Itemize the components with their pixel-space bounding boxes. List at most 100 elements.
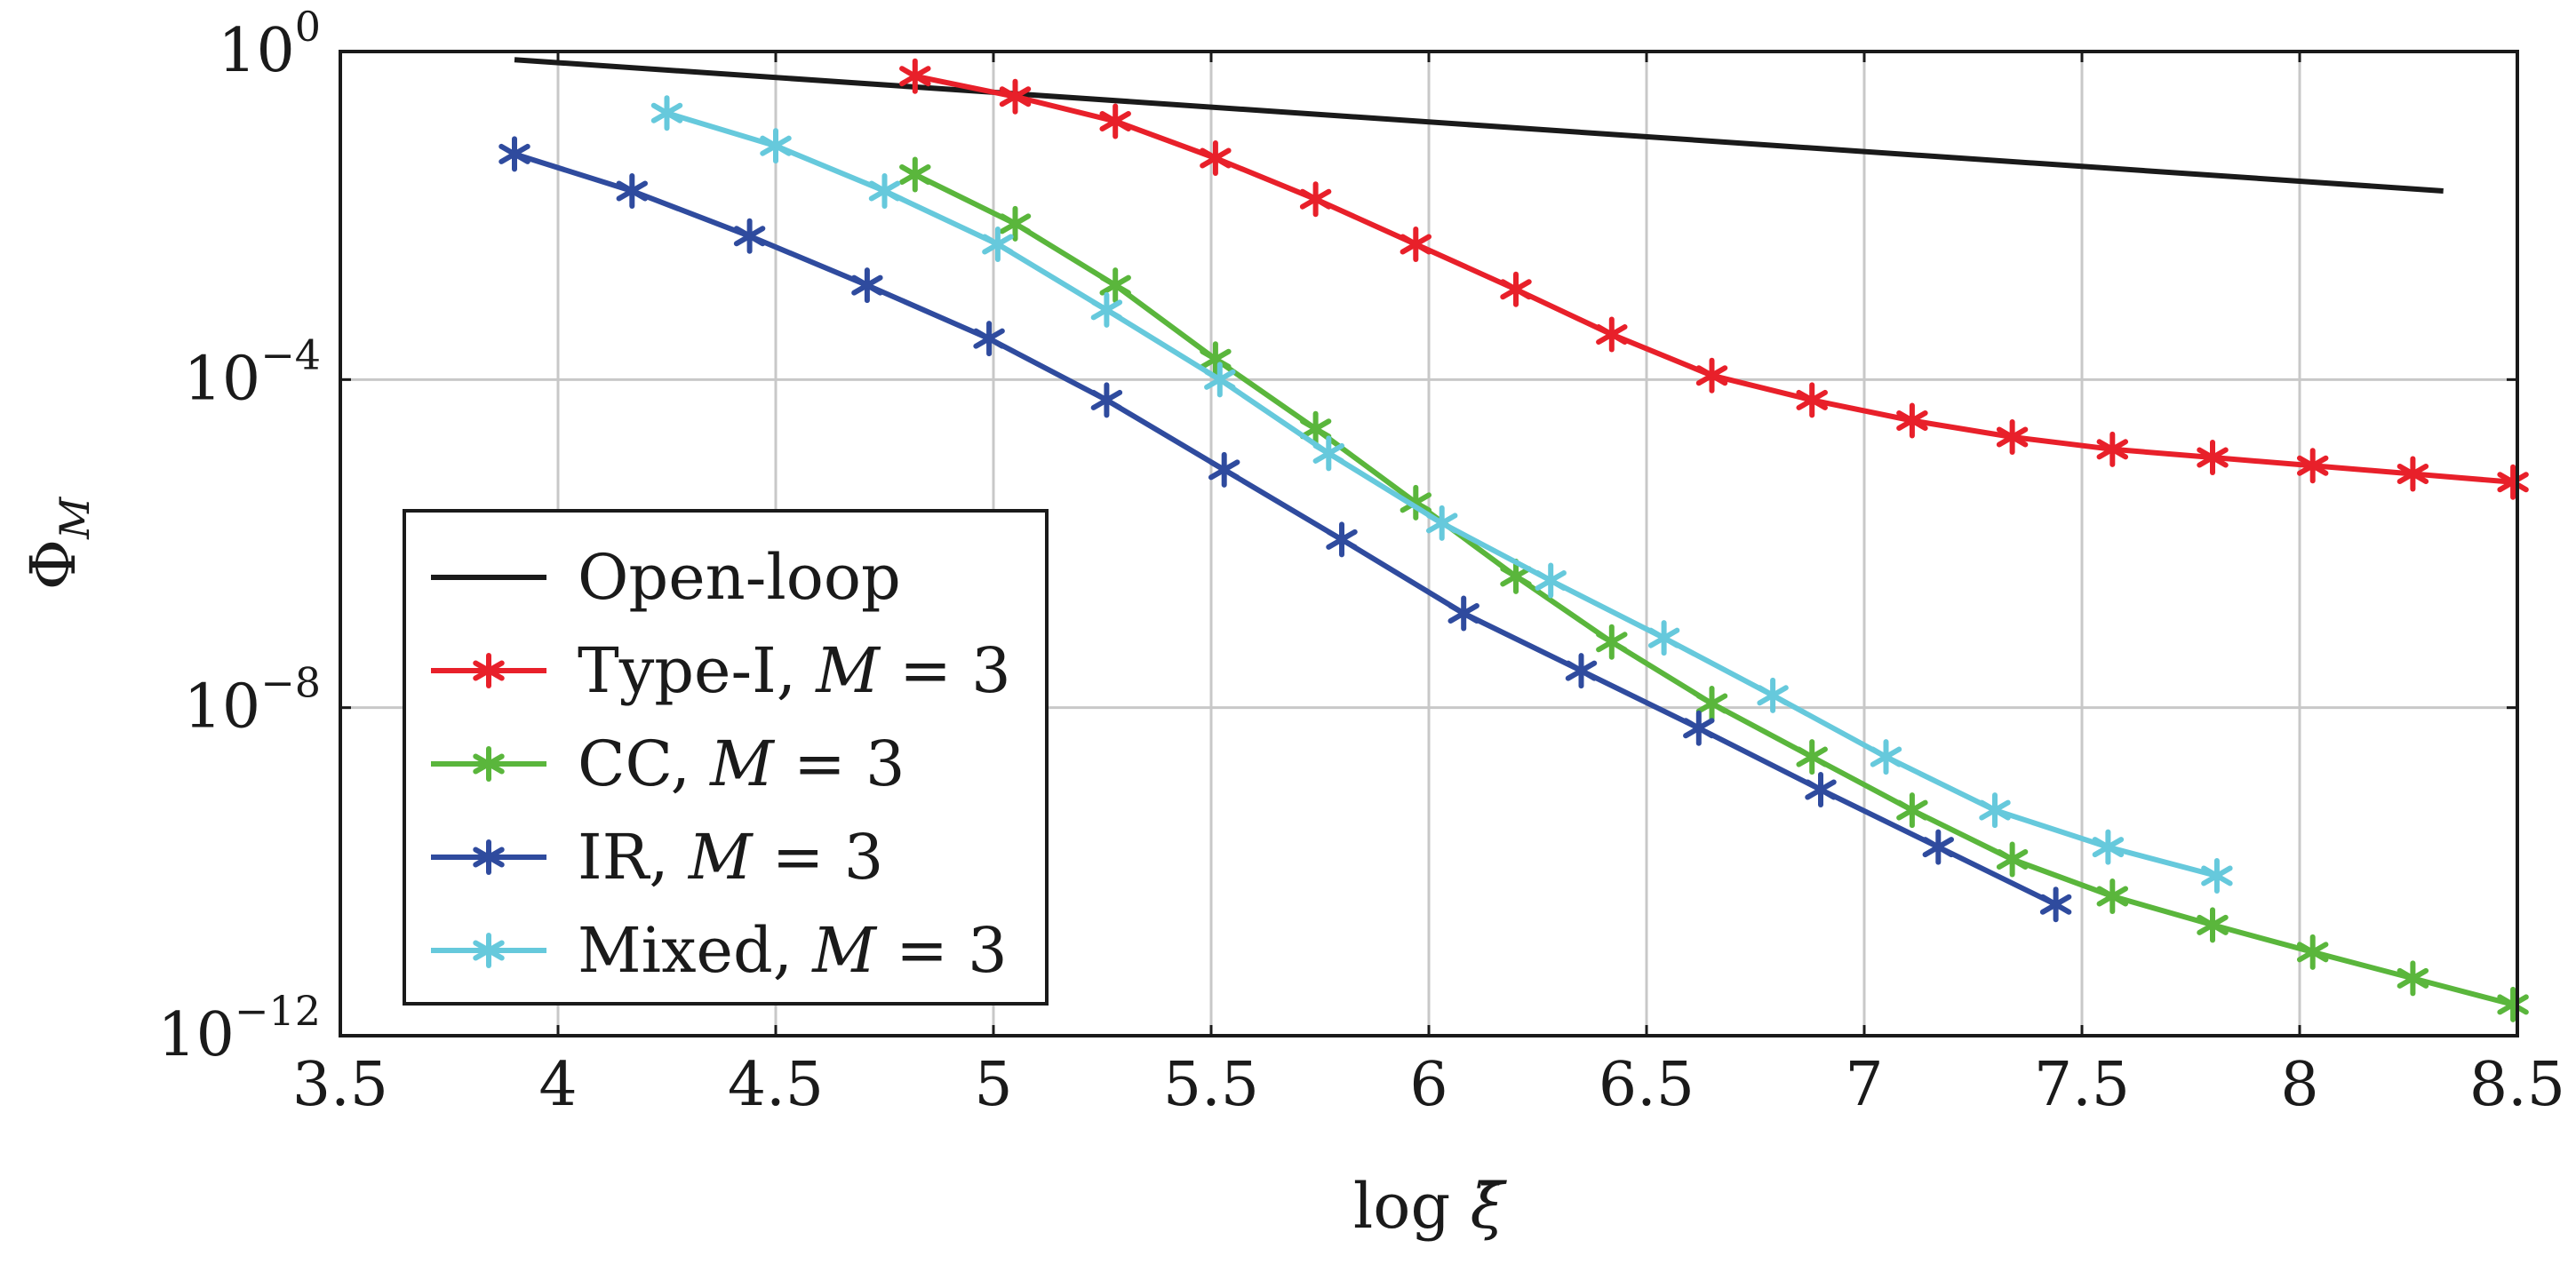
data-point-marker <box>1565 653 1598 689</box>
series-open-loop <box>514 57 2444 194</box>
y-tick-label: 10−4 <box>184 330 321 414</box>
data-point-marker <box>1090 291 1123 328</box>
y-tick-label: 10−12 <box>157 987 321 1070</box>
x-tick-label: 8.5 <box>2469 1050 2565 1120</box>
data-point-marker <box>2092 829 2125 865</box>
legend-label: IR, M = 3 <box>578 821 883 894</box>
data-point-marker <box>1647 620 1680 656</box>
data-point-marker <box>2197 440 2229 476</box>
data-point-marker <box>1695 357 1728 394</box>
data-point-marker <box>2197 907 2229 943</box>
axis-ticks: 3.5 4 4.5 5 5.5 6 6.5 7 7.5 8 8.5 100 10−4 10−8 10−12 <box>157 3 2565 1120</box>
data-point-marker <box>868 172 901 209</box>
data-point-marker <box>899 58 931 94</box>
data-point-marker <box>1099 267 1131 304</box>
x-tick-label: 6 <box>1409 1050 1448 1120</box>
data-point-marker <box>973 321 1005 357</box>
data-point-marker <box>1805 772 1837 807</box>
data-point-marker <box>1979 792 2011 829</box>
data-point-marker <box>1299 181 1332 218</box>
series-mixed <box>650 95 2233 894</box>
legend-label: Mixed, M = 3 <box>578 914 1008 987</box>
series-ir <box>498 136 2072 923</box>
data-point-marker <box>1996 841 2029 878</box>
data-point-marker <box>473 746 505 782</box>
data-point-marker <box>2397 960 2429 997</box>
legend-label: CC, M = 3 <box>578 727 905 800</box>
data-point-marker <box>899 156 931 193</box>
data-point-marker <box>1500 558 1532 594</box>
x-tick-label: 8 <box>2280 1050 2318 1120</box>
data-point-marker <box>2497 464 2529 500</box>
data-point-marker <box>650 95 683 131</box>
data-point-marker <box>1896 792 1928 829</box>
data-point-marker <box>1200 341 1232 378</box>
axis-titles: log ξ̄ ΦM <box>17 496 1508 1243</box>
data-point-marker <box>1425 505 1458 541</box>
data-point-marker <box>1922 829 1955 865</box>
data-point-marker <box>1535 562 1567 599</box>
data-point-marker <box>473 653 505 688</box>
data-point-marker <box>2497 986 2529 1022</box>
data-point-marker <box>1400 226 1432 262</box>
data-point-marker <box>999 78 1032 115</box>
data-point-marker <box>760 128 792 164</box>
x-tick-label: 7.5 <box>2034 1050 2130 1120</box>
y-tick-label: 10−8 <box>184 659 321 743</box>
data-point-marker <box>1090 382 1123 418</box>
data-point-marker <box>2096 431 2129 467</box>
data-point-marker <box>1695 686 1728 722</box>
data-point-marker <box>616 172 649 209</box>
series-line <box>514 57 2444 194</box>
legend-entry: Open-loop <box>431 541 901 614</box>
data-point-marker <box>2296 934 2329 970</box>
data-point-marker <box>1400 484 1432 521</box>
data-point-marker <box>2201 857 2233 894</box>
x-tick-label: 7 <box>1845 1050 1883 1120</box>
data-point-marker <box>1870 739 1902 775</box>
legend-label: Open-loop <box>578 541 901 614</box>
data-point-marker <box>733 218 766 254</box>
data-point-marker <box>1312 435 1345 472</box>
data-point-marker <box>2039 886 2072 923</box>
data-point-marker <box>1796 739 1828 775</box>
legend: Open-loop Type-I, M = 3 CC, M = 3 IR, M = 3… <box>403 509 1049 1006</box>
x-tick-label: 5 <box>974 1050 1012 1120</box>
series-type-i <box>899 58 2529 500</box>
data-point-marker <box>1596 316 1628 353</box>
data-point-marker <box>999 205 1032 242</box>
data-point-marker <box>1200 140 1232 177</box>
legend-box <box>403 509 1049 1006</box>
data-point-marker <box>473 933 505 968</box>
data-point-marker <box>1326 521 1358 558</box>
x-tick-label: 6.5 <box>1599 1050 1695 1120</box>
legend-label: Type-I, M = 3 <box>578 634 1011 707</box>
y-axis-label: ΦM <box>17 496 99 590</box>
data-point-marker <box>1448 595 1479 632</box>
data-point-marker <box>1683 710 1715 746</box>
data-point-marker <box>2096 878 2129 915</box>
data-point-marker <box>2397 456 2429 492</box>
data-point-marker <box>473 839 505 875</box>
series-line <box>514 151 2057 907</box>
data-point-marker <box>1500 271 1532 307</box>
data-point-marker <box>1796 382 1828 418</box>
data-point-marker <box>1596 624 1628 660</box>
legend-entry: IR, M = 3 <box>431 821 883 894</box>
data-point-marker <box>1896 402 1928 439</box>
data-point-marker <box>1996 418 2029 455</box>
y-tick-label: 100 <box>218 3 321 86</box>
x-tick-label: 4 <box>538 1050 577 1120</box>
data-point-marker <box>2296 448 2329 484</box>
legend-entry: Type-I, M = 3 <box>431 634 1011 707</box>
legend-entry: CC, M = 3 <box>431 727 905 800</box>
data-point-marker <box>1299 410 1332 447</box>
data-point-marker <box>1204 362 1236 398</box>
x-tick-label: 5.5 <box>1163 1050 1259 1120</box>
legend-entry: Mixed, M = 3 <box>431 914 1008 987</box>
series-cc <box>899 156 2529 1022</box>
data-point-marker <box>1099 103 1131 139</box>
x-tick-label: 4.5 <box>728 1050 824 1120</box>
x-axis-label: log ξ̄ <box>1353 1170 1508 1243</box>
